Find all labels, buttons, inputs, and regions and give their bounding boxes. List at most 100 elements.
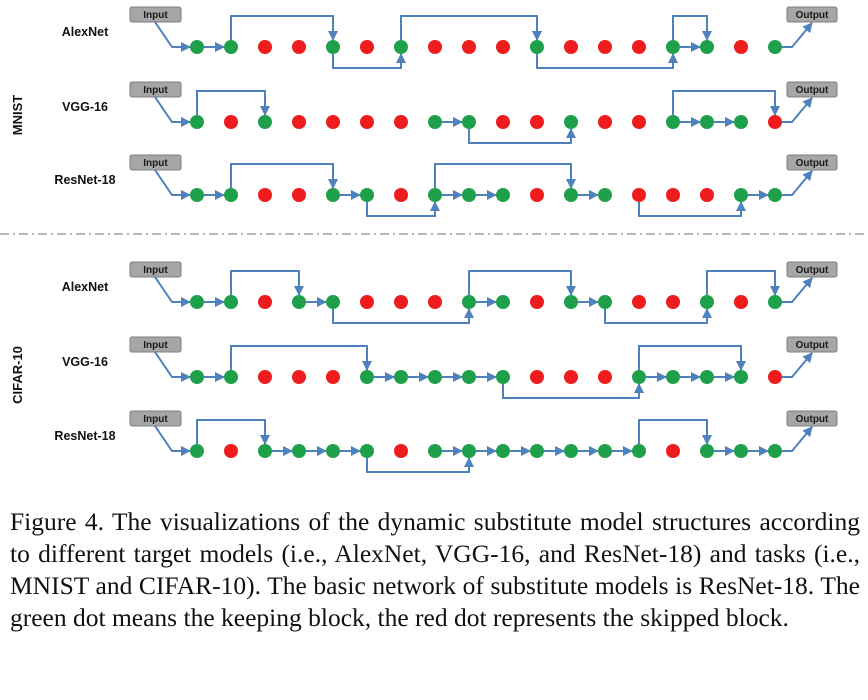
skipped-block-dot: [394, 115, 408, 129]
keep-block-dot: [190, 444, 204, 458]
row-label: AlexNet: [62, 280, 109, 294]
skipped-block-dot: [428, 40, 442, 54]
skipped-block-dot: [428, 295, 442, 309]
skipped-block-dot: [632, 40, 646, 54]
keep-block-dot: [564, 188, 578, 202]
keep-block-dot: [224, 370, 238, 384]
skipped-block-dot: [666, 444, 680, 458]
keep-block-dot: [734, 444, 748, 458]
skip-connector: [536, 53, 678, 69]
keep-block-dot: [564, 295, 578, 309]
keep-block-dot: [462, 444, 476, 458]
network-row: Input Output AlexNet: [62, 261, 838, 324]
keep-block-dot: [190, 295, 204, 309]
skipped-block-dot: [530, 295, 544, 309]
keep-block-dot: [360, 444, 374, 458]
skip-connector: [196, 90, 270, 116]
output-box-label: Output: [796, 340, 829, 351]
output-connector: [782, 22, 813, 48]
network-row: Input Output VGG-16: [62, 81, 838, 144]
skip-connector: [196, 419, 270, 445]
keep-block-dot: [292, 444, 306, 458]
output-box-label: Output: [796, 414, 829, 425]
skip-connector: [332, 308, 474, 324]
network-row: Input Output ResNet-18: [54, 410, 838, 473]
skip-connector: [332, 53, 406, 69]
keep-block-dot: [496, 444, 510, 458]
keep-block-dot: [734, 370, 748, 384]
skipped-block-dot: [496, 115, 510, 129]
skip-connector: [366, 201, 440, 217]
keep-block-dot: [224, 40, 238, 54]
network-row: Input Output ResNet-18: [54, 154, 838, 217]
row-label: VGG-16: [62, 100, 108, 114]
skipped-block-dot: [734, 40, 748, 54]
skipped-block-dot: [224, 444, 238, 458]
skip-connector: [230, 345, 372, 371]
figure-caption: Figure 4. The visualizations of the dyna…: [10, 506, 860, 634]
skipped-block-dot: [292, 40, 306, 54]
keep-block-dot: [768, 188, 782, 202]
input-connector: [154, 351, 191, 382]
skipped-block-dot: [394, 295, 408, 309]
model-structure-diagram: MNIST Input Output AlexNet Input Output VGG-16…: [0, 6, 868, 473]
skipped-block-dot: [666, 188, 680, 202]
network-row: Input Output VGG-16: [62, 336, 838, 399]
row-label: ResNet-18: [54, 173, 115, 187]
output-box-label: Output: [796, 265, 829, 276]
keep-block-dot: [326, 295, 340, 309]
output-connector: [782, 352, 813, 378]
keep-block-dot: [768, 444, 782, 458]
output-box: [786, 81, 838, 98]
skipped-block-dot: [326, 115, 340, 129]
skipped-block-dot: [224, 115, 238, 129]
skip-connector: [706, 270, 780, 296]
skipped-block-dot: [360, 295, 374, 309]
keep-block-dot: [190, 115, 204, 129]
keep-block-dot: [564, 115, 578, 129]
skip-connector: [672, 15, 712, 41]
keep-block-dot: [258, 444, 272, 458]
skipped-block-dot: [700, 188, 714, 202]
skip-connector: [468, 128, 576, 144]
caption-text: Figure 4. The visualizations of the dyna…: [10, 507, 860, 632]
skipped-block-dot: [632, 115, 646, 129]
skip-connector: [434, 163, 576, 189]
skip-connector: [502, 383, 644, 399]
keep-block-dot: [768, 40, 782, 54]
keep-block-dot: [530, 444, 544, 458]
keep-block-dot: [496, 370, 510, 384]
keep-block-dot: [428, 188, 442, 202]
skipped-block-dot: [632, 188, 646, 202]
skipped-block-dot: [530, 370, 544, 384]
skip-connector: [638, 345, 746, 371]
keep-block-dot: [360, 188, 374, 202]
skipped-block-dot: [360, 115, 374, 129]
keep-block-dot: [700, 115, 714, 129]
skipped-block-dot: [258, 40, 272, 54]
skipped-block-dot: [666, 295, 680, 309]
keep-block-dot: [700, 295, 714, 309]
keep-block-dot: [768, 295, 782, 309]
skipped-block-dot: [768, 115, 782, 129]
input-box-label: Input: [143, 340, 168, 351]
skip-connector: [672, 90, 780, 116]
output-box-label: Output: [796, 85, 829, 96]
skipped-block-dot: [462, 40, 476, 54]
keep-block-dot: [666, 40, 680, 54]
keep-block-dot: [734, 188, 748, 202]
keep-block-dot: [666, 370, 680, 384]
skip-connector: [638, 201, 746, 217]
input-connector: [154, 276, 191, 307]
skipped-block-dot: [394, 188, 408, 202]
keep-block-dot: [700, 444, 714, 458]
output-box: [786, 410, 838, 427]
input-box-label: Input: [143, 10, 168, 21]
input-connector: [154, 425, 191, 456]
input-connector: [154, 169, 191, 200]
skipped-block-dot: [326, 370, 340, 384]
group-label: CIFAR-10: [10, 346, 25, 404]
input-box-label: Input: [143, 414, 168, 425]
keep-block-dot: [496, 295, 510, 309]
skipped-block-dot: [598, 370, 612, 384]
